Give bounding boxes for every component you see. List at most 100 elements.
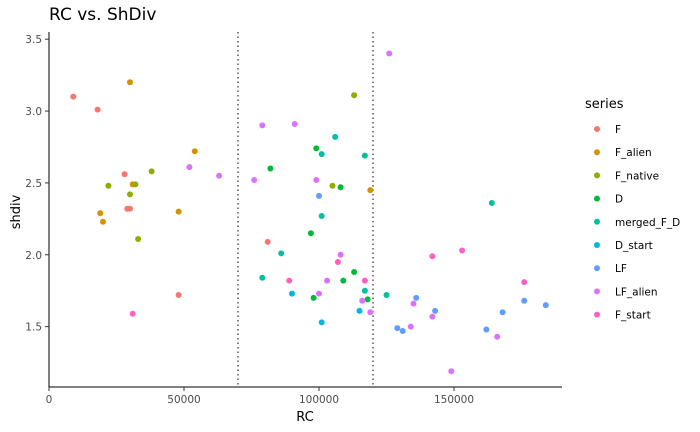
y-tick-label: 1.5 — [25, 322, 42, 334]
legend-title: series — [585, 97, 624, 112]
point-D_start — [289, 290, 295, 297]
legend-label-LF: LF — [615, 263, 627, 275]
point-LF_alien — [259, 122, 266, 129]
x-axis-title: RC — [296, 410, 313, 425]
point-F — [175, 292, 182, 299]
point-LF_alien — [359, 297, 366, 304]
point-merged_F_D — [278, 250, 285, 257]
point-F_native — [329, 182, 336, 189]
legend-key-F_native — [594, 172, 600, 179]
point-F_alien — [97, 210, 104, 217]
series-D — [267, 145, 371, 303]
point-merged_F_D — [488, 200, 495, 207]
point-LF_alien — [429, 313, 436, 320]
point-LF_alien — [494, 333, 501, 340]
point-F_alien — [127, 79, 133, 86]
point-D — [364, 296, 371, 303]
point-F_native — [148, 168, 155, 175]
point-F_start — [286, 277, 293, 284]
point-D — [337, 184, 344, 191]
y-tick-label: 2.5 — [25, 178, 42, 190]
point-merged_F_D — [259, 274, 266, 281]
y-axis-title: shdiv — [9, 194, 24, 229]
legend-label-D_start: D_start — [615, 240, 653, 252]
point-LF_alien — [407, 323, 414, 330]
point-LF — [483, 326, 490, 333]
point-LF_alien — [216, 172, 223, 179]
point-LF — [413, 294, 420, 301]
point-LF_alien — [337, 251, 344, 258]
series-LF_alien — [186, 50, 501, 375]
point-LF_alien — [186, 164, 193, 171]
point-merged_F_D — [361, 152, 368, 159]
point-D_start — [356, 307, 363, 314]
legend-key-F_alien — [594, 149, 600, 156]
point-F_start — [129, 310, 136, 317]
point-F_start — [334, 258, 341, 265]
point-D — [340, 277, 347, 284]
data-points — [70, 50, 549, 375]
point-F — [264, 238, 271, 245]
point-LF — [499, 309, 506, 316]
series-merged_F_D — [259, 133, 495, 299]
point-F_native — [105, 182, 112, 189]
point-D — [267, 165, 274, 172]
point-F_start — [361, 277, 368, 284]
x-tick-label: 0 — [46, 394, 53, 406]
point-D — [313, 145, 320, 152]
point-LF — [521, 297, 528, 304]
series-F_start — [129, 247, 528, 317]
legend-label-F_native: F_native — [615, 170, 659, 182]
legend-label-F_alien: F_alien — [615, 147, 652, 159]
point-LF — [399, 327, 406, 334]
point-F_start — [459, 247, 466, 254]
point-F — [121, 171, 128, 178]
point-F — [127, 205, 133, 212]
series-F — [70, 93, 271, 299]
legend-key-F — [594, 126, 600, 132]
x-tick-label: 50000 — [167, 394, 200, 406]
point-LF_alien — [291, 120, 298, 127]
y-tick-label: 3.0 — [25, 106, 42, 118]
legend-label-F: F — [615, 124, 621, 136]
y-axis-ticks: 1.5 2.0 2.5 3.0 3.5 — [25, 34, 49, 334]
point-F_native — [132, 181, 139, 188]
point-LF — [316, 192, 322, 199]
point-F_alien — [100, 218, 106, 225]
point-F_alien — [191, 148, 198, 155]
point-F_start — [521, 279, 528, 286]
point-F_start — [429, 253, 436, 260]
point-F — [70, 93, 77, 100]
point-LF_alien — [324, 277, 331, 284]
legend-label-D: D — [615, 194, 623, 206]
point-D — [310, 294, 317, 301]
point-LF_alien — [251, 177, 258, 184]
point-LF — [432, 307, 439, 314]
x-tick-label: 150000 — [434, 394, 474, 406]
point-LF_alien — [367, 309, 374, 316]
point-LF_alien — [386, 50, 393, 57]
point-F_native — [127, 191, 133, 198]
point-F_alien — [175, 208, 182, 215]
point-merged_F_D — [318, 151, 325, 158]
legend-key-LF — [594, 265, 600, 272]
legend-key-LF_alien — [594, 288, 600, 295]
series-F_native — [105, 92, 358, 242]
legend-label-LF_alien: LF_alien — [615, 286, 658, 298]
point-F_native — [351, 92, 358, 99]
chart-title: RC vs. ShDiv — [49, 5, 156, 25]
point-LF_alien — [448, 368, 455, 375]
legend-label-F_start: F_start — [615, 310, 651, 322]
y-tick-label: 3.5 — [25, 34, 42, 46]
x-tick-label: 100000 — [299, 394, 339, 406]
legend-key-D — [594, 195, 600, 202]
point-LF — [542, 302, 549, 309]
point-D — [351, 269, 358, 276]
reference-lines — [237, 32, 374, 387]
legend-key-F_start — [594, 311, 600, 318]
legend-key-merged_F_D — [594, 218, 600, 225]
point-LF_alien — [313, 177, 320, 184]
